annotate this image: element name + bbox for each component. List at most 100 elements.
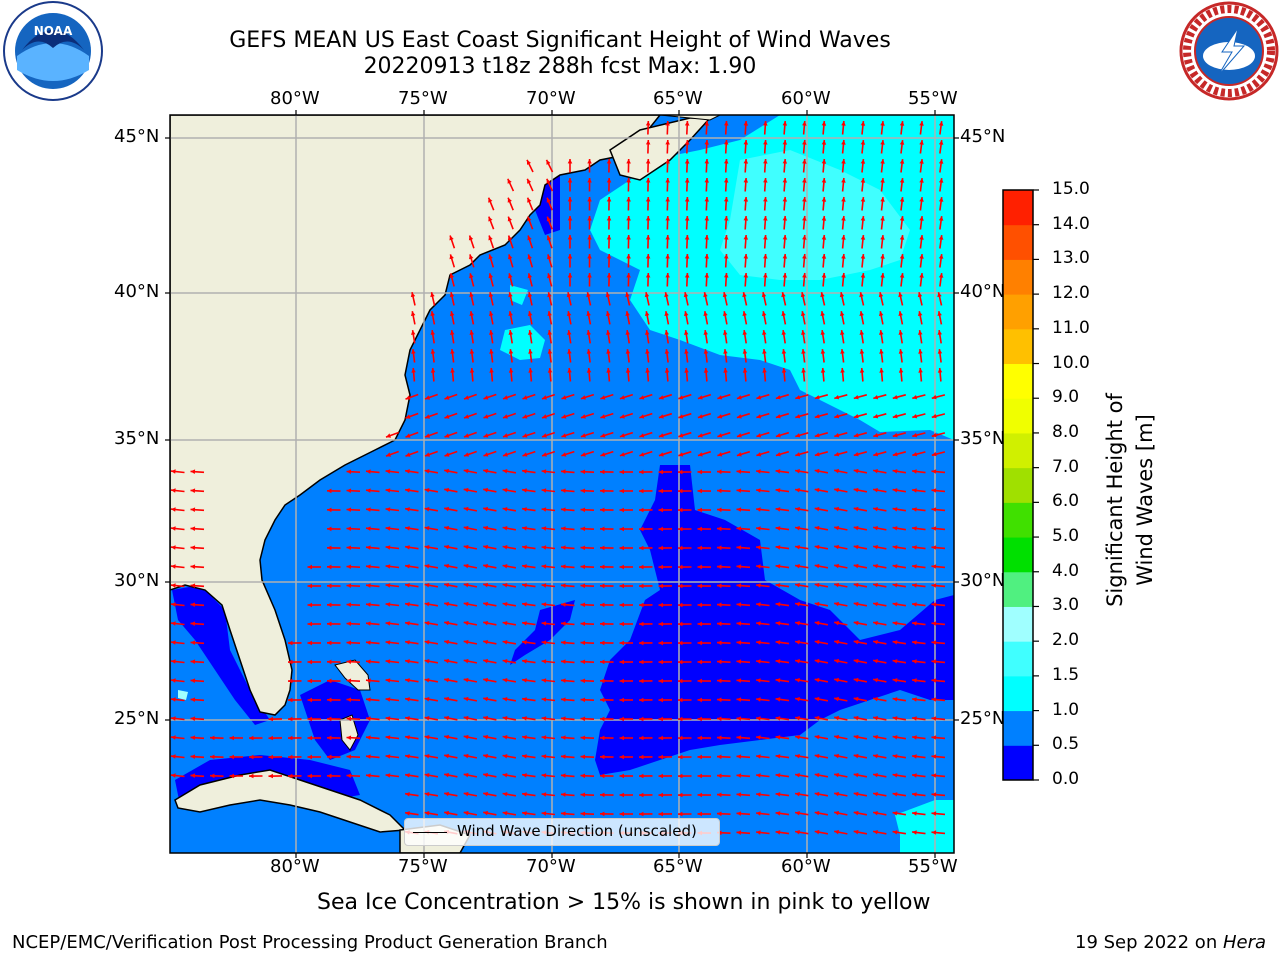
wind-arrow-head (385, 564, 391, 569)
wind-arrow-head (931, 413, 937, 419)
lat-label-right: 45°N (960, 126, 1006, 147)
wind-arrow-head (795, 735, 800, 740)
wind-arrow-head (892, 452, 898, 457)
wind-arrow-head (561, 621, 566, 626)
wind-arrow-head (444, 506, 449, 512)
wind-arrow-head (600, 621, 605, 627)
wind-arrow-head (892, 773, 898, 778)
wind-arrow-head (639, 754, 644, 760)
wind-arrow-head (580, 659, 586, 665)
wind-arrow-head (724, 159, 729, 164)
wind-arrow-head (366, 716, 371, 721)
wind-arrow-head (288, 640, 293, 646)
wind-arrow-head (489, 330, 494, 335)
wind-arrow-head (781, 349, 787, 354)
wind-arrow-head (756, 678, 761, 683)
wind-arrow-head (834, 487, 839, 493)
wind-arrow-head (717, 773, 722, 779)
wind-arrow-head (639, 583, 644, 589)
wind-arrow-head (503, 395, 508, 400)
wind-arrow-head (561, 773, 566, 778)
wind-arrow-head (561, 678, 566, 683)
wind-arrow-head (288, 773, 293, 779)
wind-arrow-head (931, 526, 937, 531)
wind-arrow-head (775, 602, 781, 607)
wind-arrow-head (703, 368, 709, 373)
wind-arrow-head (860, 159, 866, 164)
wind-arrow-head (522, 433, 528, 438)
wind-arrow-head (853, 620, 859, 626)
wind-arrow-head (841, 235, 846, 240)
wind-arrow-head (366, 602, 371, 607)
wind-arrow-head (879, 330, 884, 335)
wind-arrow-head (561, 792, 566, 797)
wind-arrow-head (756, 811, 761, 816)
wind-arrow-head (366, 621, 371, 626)
wind-arrow-head (625, 349, 631, 354)
wind-arrow-head (639, 735, 644, 741)
wind-arrow-head (619, 452, 625, 457)
wind-arrow-head (483, 677, 488, 683)
wind-arrow-head (761, 292, 767, 298)
wind-arrow-head (756, 830, 761, 835)
wind-arrow-head (853, 452, 859, 457)
wind-arrow-head (268, 773, 273, 779)
wind-arrow-head (853, 829, 859, 835)
wind-arrow-head (814, 677, 820, 683)
lon-label-bottom: 60°W (781, 856, 831, 877)
wind-arrow-head (841, 140, 846, 145)
wind-arrow-head (405, 811, 410, 816)
wind-arrow-head (346, 621, 352, 626)
wind-arrow-head (802, 140, 807, 145)
nws-logo (1179, 1, 1279, 101)
wind-arrow-head (814, 658, 820, 664)
wind-arrow-head (645, 349, 650, 354)
wind-arrow-head (860, 140, 866, 145)
wind-arrow-head (619, 564, 624, 570)
wind-arrow-head (892, 395, 898, 400)
wind-arrow-head (839, 311, 845, 316)
wind-arrow-head (619, 716, 624, 722)
wind-arrow-head (658, 735, 663, 741)
wind-arrow-head (795, 526, 800, 531)
wind-arrow-head (444, 395, 450, 400)
wind-arrow-head (717, 433, 723, 438)
wind-arrow-head (561, 716, 566, 721)
wind-arrow-head (606, 330, 611, 335)
wind-arrow-head (839, 292, 845, 298)
wind-arrow-head (724, 178, 729, 183)
wind-arrow-head (931, 830, 937, 835)
wind-arrow-head (424, 564, 430, 569)
wind-arrow-head (522, 583, 527, 588)
wind-arrow-head (522, 811, 527, 816)
wind-arrow-head (444, 525, 449, 531)
wind-arrow-head (527, 159, 531, 165)
wind-arrow-head (405, 602, 410, 607)
wind-arrow-head (756, 583, 761, 588)
wind-arrow-head (873, 583, 878, 588)
wind-arrow-head (502, 773, 508, 778)
wind-arrow-head (853, 601, 859, 607)
wind-arrow-head (541, 545, 547, 550)
wind-arrow-head (931, 507, 937, 512)
wind-arrow-head (697, 735, 702, 741)
wind-arrow-head (411, 349, 416, 354)
wind-arrow-head (879, 349, 884, 354)
wind-arrow-head (795, 602, 800, 607)
wind-arrow-head (405, 735, 410, 740)
wind-arrow-head (405, 433, 411, 438)
wind-arrow-head (619, 433, 625, 438)
wind-arrow-head (502, 507, 508, 512)
wind-arrow-head (795, 545, 800, 550)
wind-arrow-head (171, 773, 176, 778)
wind-arrow-head (600, 469, 605, 475)
wind-arrow-head (658, 697, 663, 703)
wind-arrow-head (802, 235, 807, 240)
wind-arrow-head (795, 488, 800, 493)
wind-arrow-head (508, 330, 513, 335)
wind-arrow-head (619, 773, 624, 779)
wind-arrow-head (469, 368, 475, 373)
wind-arrow-head (444, 601, 449, 607)
wind-arrow-head (775, 469, 781, 474)
wind-arrow-head (892, 602, 898, 607)
